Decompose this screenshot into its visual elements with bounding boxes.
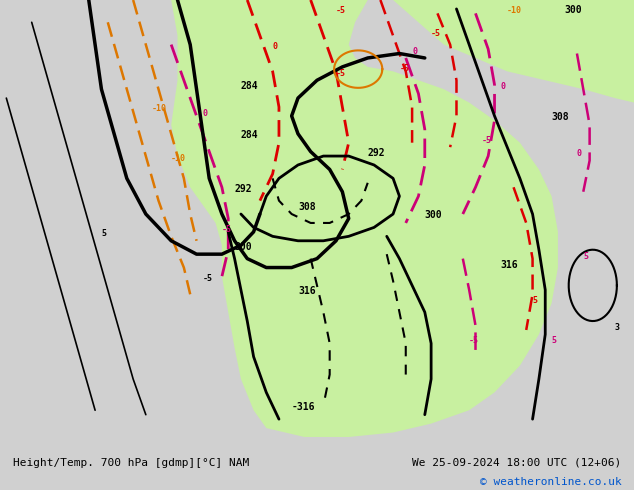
Text: 284: 284	[241, 130, 259, 140]
Text: -10: -10	[152, 104, 167, 114]
Text: We 25-09-2024 18:00 UTC (12+06): We 25-09-2024 18:00 UTC (12+06)	[412, 458, 621, 467]
Text: -5: -5	[336, 69, 346, 78]
Text: 316: 316	[501, 260, 519, 270]
Text: 292: 292	[368, 148, 385, 158]
Text: 0: 0	[203, 109, 208, 118]
Text: 0: 0	[501, 82, 506, 91]
Text: 292: 292	[235, 184, 252, 194]
Text: 316: 316	[298, 286, 316, 296]
Text: -5: -5	[336, 6, 346, 15]
Text: 5: 5	[552, 336, 557, 345]
Text: 300: 300	[425, 211, 443, 220]
Text: 5: 5	[583, 252, 588, 261]
Text: 308: 308	[298, 201, 316, 212]
Text: 5: 5	[533, 296, 538, 305]
Polygon shape	[171, 0, 558, 437]
Text: -10: -10	[507, 6, 522, 15]
Text: -5: -5	[203, 274, 213, 283]
Text: 0: 0	[412, 47, 417, 55]
Text: -5: -5	[222, 225, 232, 234]
Text: 5: 5	[101, 229, 107, 238]
Text: 0: 0	[273, 42, 278, 51]
Text: 3: 3	[615, 323, 620, 332]
Text: © weatheronline.co.uk: © weatheronline.co.uk	[479, 477, 621, 487]
Text: 308: 308	[552, 112, 569, 122]
Text: -316: -316	[292, 402, 315, 412]
Text: -5: -5	[399, 64, 410, 74]
Text: -5: -5	[482, 136, 492, 145]
Polygon shape	[393, 0, 634, 102]
Text: 300: 300	[235, 242, 252, 252]
Text: 0: 0	[577, 149, 582, 158]
Text: 300: 300	[564, 5, 582, 15]
Text: -5: -5	[469, 336, 479, 345]
Text: -10: -10	[171, 153, 186, 163]
Text: -5: -5	[431, 29, 441, 38]
Text: 284: 284	[241, 81, 259, 91]
Text: Height/Temp. 700 hPa [gdmp][°C] NAM: Height/Temp. 700 hPa [gdmp][°C] NAM	[13, 458, 249, 467]
